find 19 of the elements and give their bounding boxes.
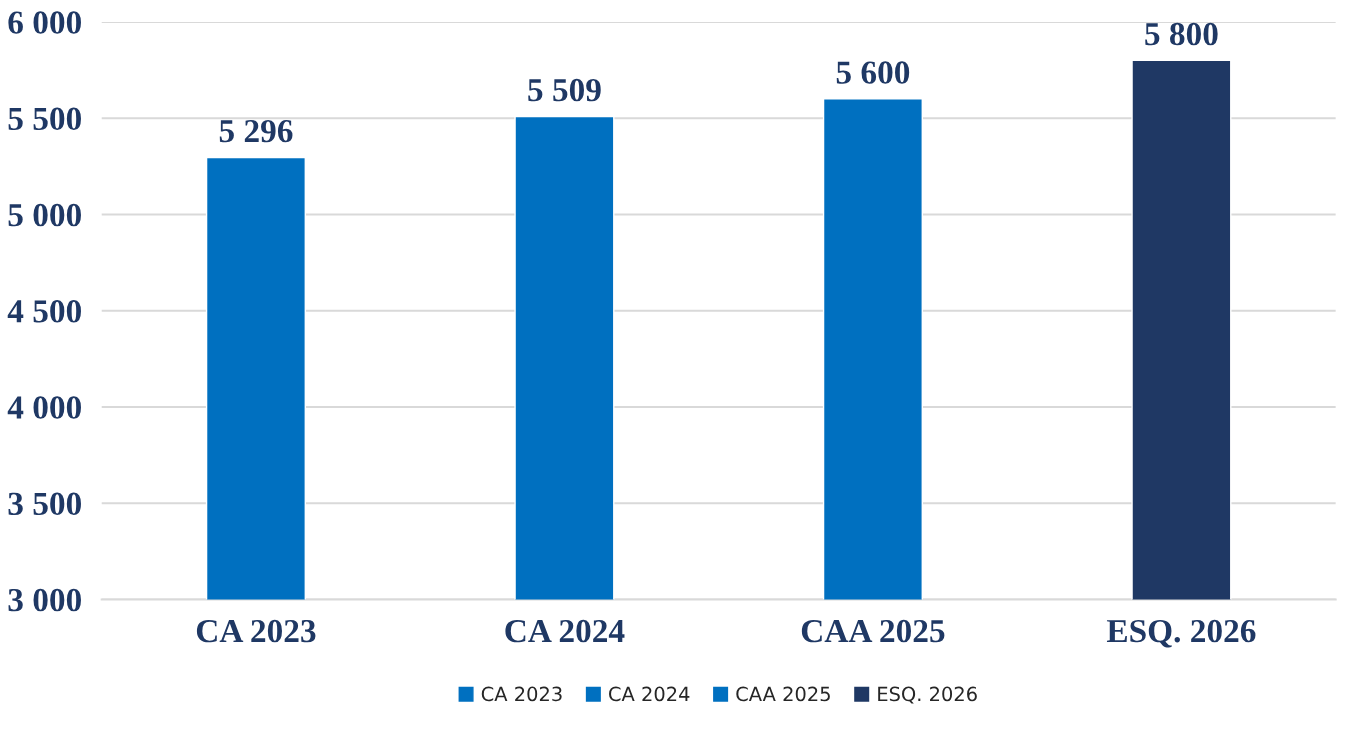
y-tick-label: 6 000 — [8, 11, 81, 34]
data-label: 5 800 — [1145, 22, 1218, 46]
y-tick-label: 4 000 — [7, 396, 81, 419]
x-tick-label: ESQ. 2026 — [1106, 619, 1256, 648]
legend-label: ESQ. 2026 — [878, 686, 977, 704]
x-tick-label: CAA 2025 — [801, 619, 945, 643]
y-tick-label: 3 000 — [8, 588, 81, 612]
legend-label: CA 2024 — [609, 686, 690, 702]
y-tick-label: 5 500 — [8, 107, 81, 131]
data-label: 5 509 — [528, 78, 601, 102]
data-label: 5 296 — [219, 119, 293, 143]
legend-label: CA 2023 — [481, 686, 562, 702]
x-tick-label: CA 2024 — [505, 619, 625, 643]
x-tick-label: CA 2023 — [196, 619, 316, 643]
data-label: 5 600 — [836, 61, 910, 84]
y-tick-label: 3 500 — [8, 492, 81, 516]
y-tick-label: 5 000 — [8, 203, 81, 227]
legend-label: CAA 2025 — [736, 686, 830, 702]
y-tick-label: 4 500 — [7, 300, 81, 323]
